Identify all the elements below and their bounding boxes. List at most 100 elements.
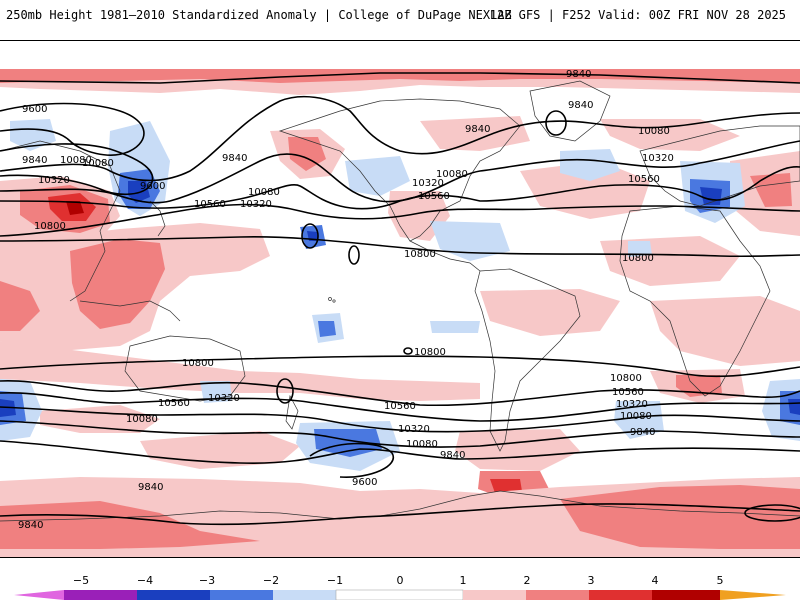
contour-line bbox=[301, 223, 319, 249]
coast-central-america bbox=[409, 240, 481, 272]
contour-line bbox=[0, 406, 800, 433]
coast-hawaii bbox=[328, 297, 332, 301]
anomaly-region bbox=[200, 381, 232, 403]
contour-label: 10080 bbox=[126, 414, 158, 425]
anomaly-region bbox=[10, 119, 56, 151]
contour-label: 10560 bbox=[194, 199, 226, 210]
coast-japan bbox=[149, 200, 166, 237]
anomaly-region bbox=[650, 296, 800, 366]
contour-line bbox=[744, 504, 800, 522]
anomaly-region bbox=[420, 116, 530, 151]
contour-label: 10080 bbox=[82, 158, 114, 169]
legend-tick: −4 bbox=[137, 574, 153, 587]
anomaly-region bbox=[0, 281, 40, 331]
map-panel: 9600 9840 10080 10320 10800 9600 10080 9… bbox=[0, 40, 800, 558]
legend-tick: −3 bbox=[199, 574, 215, 587]
contour-label: 10560 bbox=[628, 174, 660, 185]
contour-label: 10080 bbox=[406, 439, 438, 450]
contour-label: 9840 bbox=[630, 427, 655, 438]
anomaly-region bbox=[614, 401, 664, 439]
anomaly-region bbox=[66, 201, 84, 215]
contour-label: 10800 bbox=[414, 347, 446, 358]
contour-label: 10080 bbox=[638, 126, 670, 137]
positive-anomaly-shading bbox=[0, 69, 800, 557]
legend-tick: 1 bbox=[460, 574, 467, 587]
anomaly-region bbox=[345, 156, 410, 196]
contour-line bbox=[348, 245, 360, 265]
legend-tick: 0 bbox=[397, 574, 404, 587]
legend-tick: 2 bbox=[524, 574, 531, 587]
contour-line bbox=[0, 355, 800, 378]
anomaly-region bbox=[490, 479, 522, 493]
anomaly-region bbox=[600, 236, 740, 286]
contour-label: 10320 bbox=[398, 424, 430, 435]
legend-tick: −2 bbox=[263, 574, 279, 587]
contour-label: 9840 bbox=[222, 153, 247, 164]
anomaly-region bbox=[600, 119, 740, 151]
contour-line bbox=[0, 203, 800, 237]
legend-tick: −1 bbox=[327, 574, 343, 587]
legend-tick: 5 bbox=[717, 574, 724, 587]
coastlines bbox=[0, 80, 800, 522]
contour-line bbox=[0, 143, 154, 196]
anomaly-region bbox=[430, 221, 510, 261]
contour-label: 9840 bbox=[440, 450, 465, 461]
coast-asia-east bbox=[0, 140, 121, 302]
contour-label: 10320 bbox=[208, 393, 240, 404]
contour-line bbox=[0, 102, 145, 156]
model-valid-time: 12Z GFS | F252 Valid: 00Z FRI NOV 28 202… bbox=[489, 8, 786, 22]
contour-label: 9840 bbox=[568, 100, 593, 111]
coast-hawaii bbox=[332, 299, 336, 303]
contour-label: 10560 bbox=[158, 398, 190, 409]
contour-line bbox=[0, 380, 800, 407]
contour-label: 10800 bbox=[404, 249, 436, 260]
contour-line bbox=[545, 110, 567, 136]
contour-label: 10800 bbox=[34, 221, 66, 232]
contour-label: 10560 bbox=[418, 191, 450, 202]
coast-greenland bbox=[529, 80, 611, 142]
legend-tick: 3 bbox=[588, 574, 595, 587]
anomaly-region bbox=[480, 289, 620, 336]
contour-line bbox=[0, 420, 800, 448]
map-header: 250mb Height 1981–2010 Standardized Anom… bbox=[0, 0, 800, 30]
legend-swatch-pos5 bbox=[720, 590, 786, 600]
map-title: 250mb Height 1981–2010 Standardized Anom… bbox=[6, 8, 512, 22]
legend-swatch-pos3 bbox=[589, 590, 652, 600]
legend-swatch-neg3 bbox=[137, 590, 210, 600]
legend-swatch-neg2 bbox=[210, 590, 273, 600]
anomaly-region bbox=[140, 431, 300, 469]
legend-tick-labels: −5 −4 −3 −2 −1 0 1 2 3 4 5 bbox=[73, 574, 724, 587]
contour-line bbox=[0, 166, 800, 210]
coast-antarctica bbox=[0, 490, 800, 522]
contour-line bbox=[0, 440, 800, 465]
contour-label: 10560 bbox=[384, 401, 416, 412]
legend-tick: 4 bbox=[652, 574, 659, 587]
contour-line bbox=[403, 347, 413, 355]
contour-label: 10080 bbox=[248, 187, 280, 198]
coast-north-america bbox=[278, 98, 521, 242]
contour-label: 9600 bbox=[140, 181, 165, 192]
legend-swatch-neg1 bbox=[273, 590, 336, 600]
contour-label: 10800 bbox=[610, 373, 642, 384]
anomaly-region bbox=[430, 321, 480, 333]
anomaly-region bbox=[300, 519, 430, 541]
contour-label: 10320 bbox=[412, 178, 444, 189]
contour-label: 10080 bbox=[436, 169, 468, 180]
height-contours bbox=[0, 72, 800, 526]
contour-labels: 9600 9840 10080 10320 10800 9600 10080 9… bbox=[18, 69, 674, 531]
contour-line bbox=[0, 95, 800, 182]
contour-label: 10320 bbox=[616, 399, 648, 410]
contour-label: 9600 bbox=[22, 104, 47, 115]
contour-label: 10560 bbox=[612, 387, 644, 398]
contour-label: 10320 bbox=[642, 153, 674, 164]
contour-line bbox=[0, 140, 800, 204]
contour-line bbox=[0, 391, 800, 422]
contour-line bbox=[276, 378, 294, 404]
anomaly-region bbox=[314, 429, 382, 457]
anomaly-region bbox=[288, 137, 326, 171]
coast-africa bbox=[619, 205, 771, 397]
contour-label: 10800 bbox=[182, 358, 214, 369]
anomaly-map: 9600 9840 10080 10320 10800 9600 10080 9… bbox=[0, 69, 800, 557]
legend-swatch-neg5 bbox=[14, 590, 64, 600]
legend-colorbar: −5 −4 −3 −2 −1 0 1 2 3 4 5 bbox=[14, 574, 786, 600]
